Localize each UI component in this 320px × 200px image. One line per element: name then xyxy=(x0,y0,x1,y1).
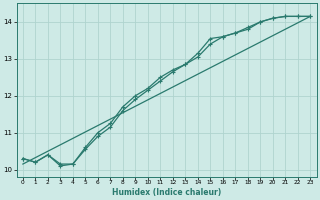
X-axis label: Humidex (Indice chaleur): Humidex (Indice chaleur) xyxy=(112,188,221,197)
